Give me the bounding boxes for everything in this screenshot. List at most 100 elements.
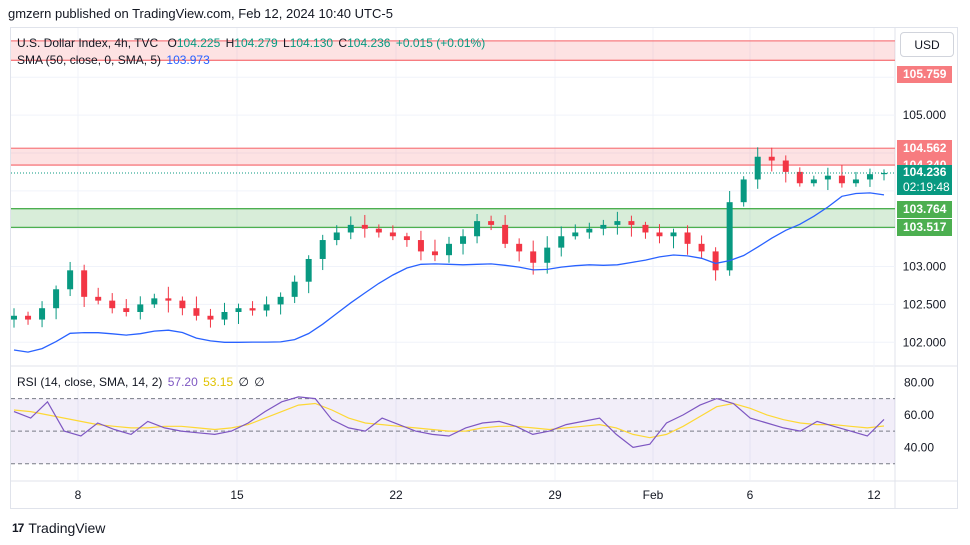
candle-body [165, 298, 172, 301]
candle-body [39, 308, 46, 320]
candle-body [123, 308, 130, 312]
candle-body [684, 232, 691, 244]
rsi-ma-line [13, 402, 885, 439]
candle-body [319, 240, 326, 259]
sma-label: SMA (50, close, 0, SMA, 5) [17, 53, 162, 67]
candle-body [403, 236, 410, 241]
candle-body [712, 251, 719, 271]
change-value: +0.015 (+0.01%) [395, 36, 486, 50]
candle-body [544, 247, 551, 263]
x-tick-label: 29 [548, 488, 562, 502]
sma-legend[interactable]: SMA (50, close, 0, SMA, 5) 103.973 [17, 53, 212, 67]
candle-body [109, 300, 116, 309]
x-tick-label: 8 [75, 488, 82, 502]
candle-body [263, 304, 270, 311]
candle-body [810, 179, 817, 184]
open-label: O [167, 36, 177, 50]
rsi-line [13, 396, 885, 449]
candle-body [179, 300, 186, 309]
rsi-value: 57.20 [167, 375, 198, 389]
candle-body [656, 232, 663, 237]
candle-body [417, 240, 424, 252]
candle-body [796, 171, 803, 184]
zone-support [11, 208, 895, 228]
candle-body [726, 202, 733, 271]
low-value: 104.130 [289, 36, 334, 50]
candle-body [600, 224, 607, 229]
candle-body [642, 224, 649, 233]
candle-body [530, 251, 537, 263]
candle-body [446, 243, 452, 256]
zone-resistance [11, 148, 895, 166]
candle-body [881, 172, 887, 175]
candle-body [628, 221, 635, 225]
symbol-label[interactable]: U.S. Dollar Index, 4h, TVC [17, 36, 159, 50]
candle-body [67, 270, 74, 290]
candle-body [11, 315, 17, 320]
y-tick-label: 103.000 [903, 260, 947, 274]
high-label: H [225, 36, 235, 50]
candle-body [474, 221, 481, 237]
candle-body [347, 224, 354, 233]
published-header: gmzern published on TradingView.com, Feb… [8, 6, 393, 21]
candle-body [221, 311, 228, 320]
zone-resistance-upper [11, 40, 895, 61]
candle-body [151, 298, 158, 305]
currency-button[interactable]: USD [900, 32, 954, 57]
y-tick-label: 105.000 [903, 108, 947, 122]
candle-body [25, 315, 32, 320]
rsi-extra-1: ∅ [238, 375, 249, 389]
candle-body [249, 308, 256, 311]
candle-body [866, 174, 873, 180]
price-tag: 104.562 [897, 140, 952, 158]
y-tick-label: 102.000 [903, 335, 947, 349]
x-tick-label: 12 [867, 488, 881, 502]
candle-body [81, 270, 88, 297]
candle-body [670, 232, 677, 237]
candle-body [824, 175, 831, 180]
y-tick-label: 102.500 [903, 297, 947, 311]
candle-body [375, 228, 382, 233]
candle-body [431, 251, 438, 256]
x-tick-label: 22 [389, 488, 403, 502]
candle-body [516, 243, 523, 252]
candle-body [782, 160, 789, 172]
sma-line [13, 192, 885, 353]
x-tick-label: 6 [747, 488, 754, 502]
ohlc-legend[interactable]: U.S. Dollar Index, 4h, TVC O104.225 H104… [17, 36, 487, 50]
candle-body [235, 308, 242, 312]
tradingview-branding[interactable]: 17 TradingView [12, 520, 105, 536]
candle-body [838, 175, 845, 184]
candle-body [389, 232, 396, 237]
x-tick-label: 15 [230, 488, 244, 502]
brand-name: TradingView [28, 520, 106, 536]
rsi-tick-label: 80.00 [904, 375, 934, 389]
x-tick-label: Feb [643, 488, 664, 502]
candle-body [558, 236, 565, 248]
rsi-extra-2: ∅ [254, 375, 265, 389]
candle-body [333, 232, 340, 241]
rsi-legend[interactable]: RSI (14, close, SMA, 14, 2) 57.20 53.15 … [17, 375, 267, 389]
candle-body [207, 315, 214, 320]
candle-body [361, 224, 368, 229]
candle-body [95, 296, 102, 301]
candle-body [460, 236, 467, 244]
high-value: 104.279 [234, 36, 278, 50]
candle-body [137, 304, 144, 312]
close-value: 104.236 [347, 36, 391, 50]
candle-body [754, 156, 761, 180]
candle-body [768, 156, 775, 161]
candle-body [586, 228, 593, 233]
open-value: 104.225 [176, 36, 221, 50]
tradingview-logo-icon: 17 [12, 521, 24, 535]
sma-value: 103.973 [166, 53, 210, 67]
price-tag: 105.759 [897, 66, 952, 83]
rsi-tick-label: 40.00 [904, 440, 934, 454]
candle-body [852, 179, 859, 184]
candle-body [305, 258, 312, 282]
price-tag: 103.764 [897, 200, 952, 218]
candle-body [488, 221, 495, 225]
candle-body [53, 289, 60, 309]
rsi-tick-label: 60.00 [904, 408, 934, 422]
